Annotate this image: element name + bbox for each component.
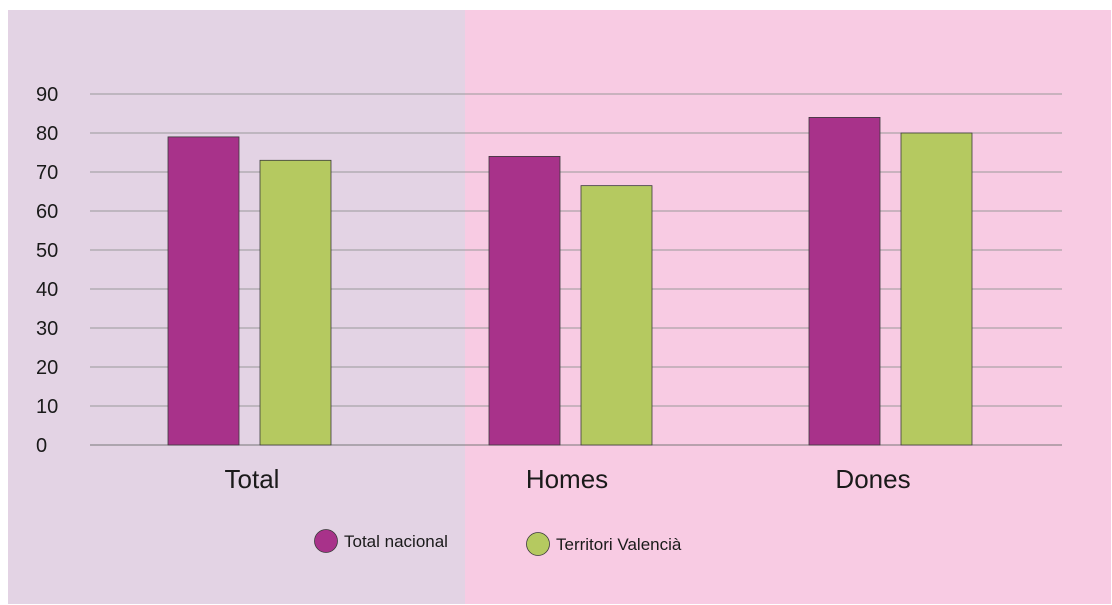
legend-marker-2 <box>526 532 550 556</box>
y-tick-label-70: 70 <box>36 162 58 184</box>
category-label-homes: Homes <box>526 464 608 494</box>
x-axis-categories: Total Homes Dones <box>225 464 911 494</box>
right-background-panel <box>465 10 1111 604</box>
y-tick-label-60: 60 <box>36 201 58 223</box>
bar-dones-series-2 <box>900 132 973 446</box>
gridlines <box>90 93 1062 446</box>
y-tick-label-80: 80 <box>36 123 58 145</box>
y-tick-label-40: 40 <box>36 279 58 301</box>
y-tick-label-50: 50 <box>36 240 58 262</box>
legend-label-2: Territori Valencià <box>556 535 682 554</box>
bar-homes-series-2 <box>580 185 653 446</box>
category-label-total: Total <box>225 464 280 494</box>
y-tick-label-0: 0 <box>36 435 47 457</box>
legend-label-1: Total nacional <box>344 532 448 551</box>
y-tick-label-10: 10 <box>36 396 58 418</box>
bar-homes-series-1 <box>488 155 561 446</box>
category-label-dones: Dones <box>835 464 910 494</box>
bar-dones-series-1 <box>808 117 881 446</box>
legend: Total nacional Territori Valencià <box>314 529 682 556</box>
y-tick-label-30: 30 <box>36 318 58 340</box>
y-tick-label-20: 20 <box>36 357 58 379</box>
y-tick-label-90: 90 <box>36 84 58 106</box>
legend-marker-1 <box>314 529 338 553</box>
bar-total-series-1 <box>167 136 240 446</box>
bar-total-series-2 <box>259 159 332 446</box>
bars <box>167 117 973 446</box>
y-axis-ticks: 0 10 20 30 40 50 60 70 80 90 <box>36 84 58 457</box>
